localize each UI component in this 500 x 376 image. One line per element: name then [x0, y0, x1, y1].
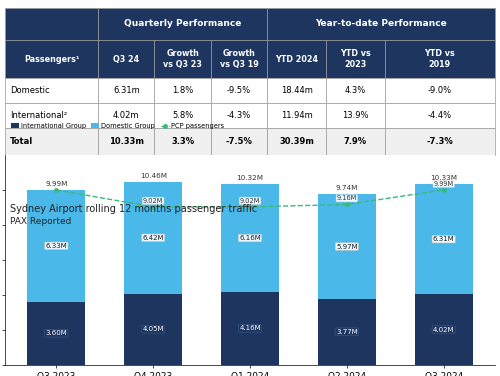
Bar — [326, 103, 385, 128]
Bar — [154, 78, 211, 103]
Bar — [326, 128, 385, 155]
Text: -9.5%: -9.5% — [227, 86, 251, 95]
Bar — [267, 128, 326, 155]
Bar — [318, 194, 376, 299]
Text: Passengers¹: Passengers¹ — [24, 55, 79, 64]
Text: International²: International² — [10, 111, 67, 120]
Text: 6.31m: 6.31m — [113, 86, 140, 95]
Text: 6.33M: 6.33M — [46, 243, 67, 249]
Bar — [221, 292, 279, 365]
Text: Domestic: Domestic — [10, 86, 50, 95]
Text: 9.02M: 9.02M — [143, 198, 164, 204]
Text: YTD vs
2023: YTD vs 2023 — [340, 49, 370, 69]
Text: -4.4%: -4.4% — [428, 111, 452, 120]
Text: 4.3%: 4.3% — [344, 86, 366, 95]
Bar — [124, 294, 182, 365]
Bar — [98, 128, 154, 155]
Text: 30.39m: 30.39m — [279, 137, 314, 146]
Bar — [211, 128, 267, 155]
Text: 10.46M: 10.46M — [140, 173, 166, 179]
Bar — [98, 8, 267, 40]
Bar — [154, 40, 211, 78]
Text: 3.77M: 3.77M — [336, 329, 357, 335]
Text: Growth
vs Q3 19: Growth vs Q3 19 — [220, 49, 258, 69]
Bar — [267, 78, 326, 103]
Bar — [385, 40, 495, 78]
Bar — [28, 190, 86, 302]
Text: 6.31M: 6.31M — [433, 236, 454, 242]
Bar — [5, 8, 98, 40]
Bar — [211, 78, 267, 103]
Bar — [326, 40, 385, 78]
Bar — [154, 103, 211, 128]
Bar — [385, 103, 495, 128]
Bar — [414, 294, 472, 365]
Text: 9.99M: 9.99M — [434, 181, 454, 187]
Text: -7.3%: -7.3% — [426, 137, 453, 146]
Text: 3.3%: 3.3% — [171, 137, 194, 146]
Text: 10.33M: 10.33M — [430, 175, 457, 181]
Text: -9.0%: -9.0% — [428, 86, 452, 95]
Text: 1.8%: 1.8% — [172, 86, 193, 95]
Bar — [267, 40, 326, 78]
Text: Growth
vs Q3 23: Growth vs Q3 23 — [163, 49, 202, 69]
Text: Sydney Airport rolling 12 months passenger traffic: Sydney Airport rolling 12 months passeng… — [10, 205, 257, 214]
Bar — [5, 128, 98, 155]
Text: -7.5%: -7.5% — [226, 137, 252, 146]
Text: 9.16M: 9.16M — [336, 195, 357, 201]
Bar — [385, 78, 495, 103]
Text: 9.99M: 9.99M — [45, 181, 68, 187]
Text: -4.3%: -4.3% — [227, 111, 251, 120]
Bar — [326, 78, 385, 103]
Text: Year-to-date Performance: Year-to-date Performance — [315, 19, 447, 28]
Bar — [267, 8, 495, 40]
Text: 10.32M: 10.32M — [236, 175, 264, 181]
Text: 18.44m: 18.44m — [280, 86, 312, 95]
Bar — [5, 78, 98, 103]
Text: 5.8%: 5.8% — [172, 111, 193, 120]
Text: Quarterly Performance: Quarterly Performance — [124, 19, 242, 28]
Bar — [414, 184, 472, 294]
Bar — [154, 128, 211, 155]
Bar — [5, 40, 98, 78]
Text: YTD vs
2019: YTD vs 2019 — [424, 49, 455, 69]
Bar — [5, 103, 98, 128]
Bar — [385, 128, 495, 155]
Bar — [267, 103, 326, 128]
Bar — [98, 103, 154, 128]
Legend: International Group, Domestic Group, PCP passengers: International Group, Domestic Group, PCP… — [8, 120, 226, 132]
Text: 4.16M: 4.16M — [239, 325, 261, 331]
Text: 4.02m: 4.02m — [113, 111, 140, 120]
Bar — [124, 182, 182, 294]
Bar — [211, 103, 267, 128]
Text: YTD 2024: YTD 2024 — [275, 55, 318, 64]
Bar — [221, 184, 279, 292]
Text: 4.02M: 4.02M — [433, 326, 454, 332]
Text: Q3 24: Q3 24 — [113, 55, 140, 64]
Text: Total: Total — [10, 137, 33, 146]
Text: 9.02M: 9.02M — [240, 198, 260, 204]
Text: 6.16M: 6.16M — [239, 235, 261, 241]
Bar — [211, 40, 267, 78]
Text: PAX Reported: PAX Reported — [10, 217, 72, 226]
Text: 10.33m: 10.33m — [109, 137, 144, 146]
Text: 4.05M: 4.05M — [142, 326, 164, 332]
Bar — [98, 78, 154, 103]
Bar — [318, 299, 376, 365]
Text: 3.60M: 3.60M — [46, 330, 67, 336]
Text: 5.97M: 5.97M — [336, 244, 357, 250]
Text: 9.74M: 9.74M — [336, 185, 358, 191]
Text: 13.9%: 13.9% — [342, 111, 368, 120]
Text: 7.9%: 7.9% — [344, 137, 367, 146]
Text: 6.42M: 6.42M — [142, 235, 164, 241]
Bar — [28, 302, 86, 365]
Bar — [98, 40, 154, 78]
Text: 11.94m: 11.94m — [280, 111, 312, 120]
